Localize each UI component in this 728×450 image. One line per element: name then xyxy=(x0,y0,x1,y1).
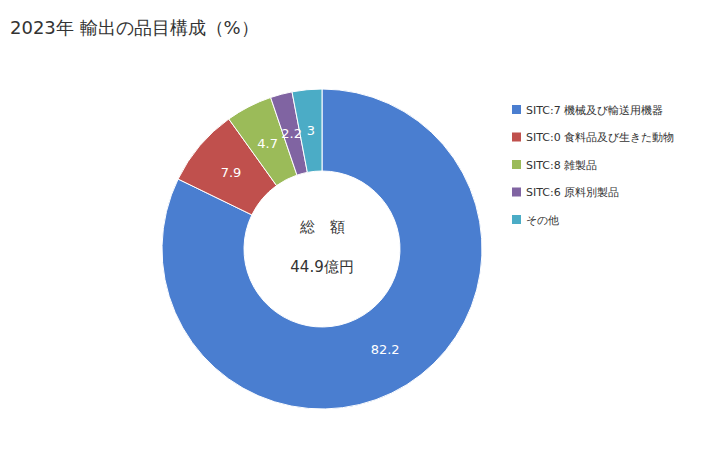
legend-label: その他 xyxy=(526,214,559,227)
data-label: 7.9 xyxy=(221,165,242,180)
legend-item: その他 xyxy=(512,214,559,227)
legend-label: SITC:6 原料別製品 xyxy=(526,186,619,199)
legend-label: SITC:0 食料品及び生きた動物 xyxy=(526,131,674,144)
center-label: 44.9億円 xyxy=(290,258,353,276)
legend-swatch xyxy=(512,160,521,169)
title: 2023年 輸出の品目構成（%） xyxy=(10,17,259,38)
legend-swatch xyxy=(512,105,521,114)
data-label: 3 xyxy=(307,123,315,138)
center-label: 総 額 xyxy=(299,218,345,236)
donut: 82.2 7.9 4.72.2 3 総 額 44.9億円 xyxy=(162,89,482,409)
legend-item: SITC:7 機械及び輸送用機器 xyxy=(512,104,663,117)
legend-label: SITC:7 機械及び輸送用機器 xyxy=(526,104,663,117)
legend-label: SITC:8 雑製品 xyxy=(526,159,597,172)
legend-swatch xyxy=(512,215,521,224)
legend-swatch xyxy=(512,133,521,142)
legend-item: SITC:6 原料別製品 xyxy=(512,186,619,199)
legend-item: SITC:8 雑製品 xyxy=(512,159,597,172)
chart: 2023年 輸出の品目構成（%） 82.2 7.9 4.72.2 3 総 額 44.9億円 S… xyxy=(0,0,728,450)
data-label: 4.7 xyxy=(257,136,278,151)
data-label: 2.2 xyxy=(281,126,302,141)
legend-item: SITC:0 食料品及び生きた動物 xyxy=(512,131,674,144)
slice xyxy=(162,89,482,409)
data-label: 82.2 xyxy=(371,342,400,357)
legend: SITC:7 機械及び輸送用機器 SITC:0 食料品及び生きた動物 SITC:8 … xyxy=(512,104,674,227)
legend-swatch xyxy=(512,188,521,197)
background xyxy=(0,0,728,450)
